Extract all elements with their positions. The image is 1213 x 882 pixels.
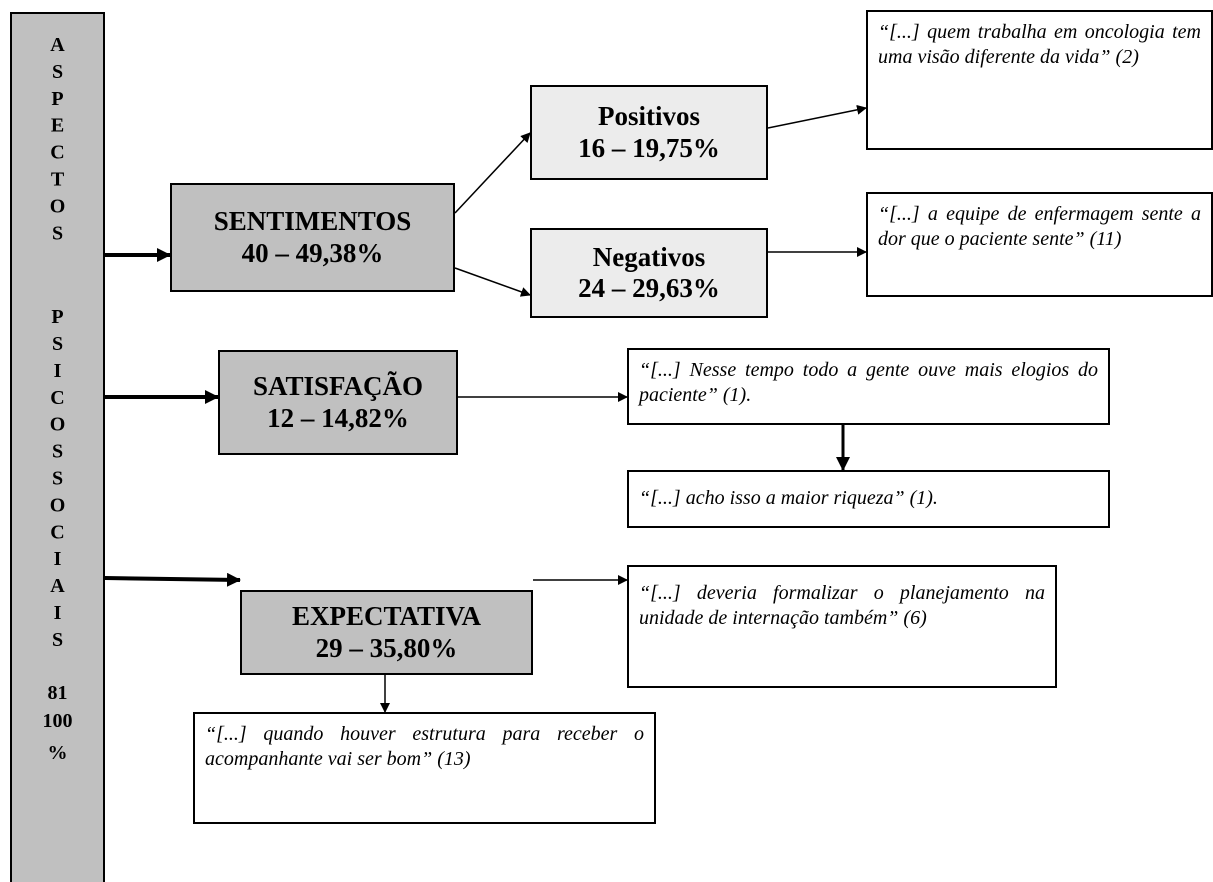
node-label: Positivos [597,101,700,132]
node-value: 12 – 14,82% [267,402,409,433]
quote: “[...] Nesse tempo todo a gente ouve mai… [627,348,1110,425]
node: SATISFAÇÃO 12 – 14,82% [218,350,458,455]
sidebar-title: ASPECTOS PSICOSSOCIAIS [46,34,69,656]
node: SENTIMENTOS 40 – 49,38% [170,183,455,292]
node-value: 29 – 35,80% [315,632,458,663]
quote: “[...] quem trabalha em oncologia tem um… [866,10,1213,150]
quote: “[...] acho isso a maior riqueza” (1). [627,470,1110,528]
node-value: 24 – 29,63% [578,273,720,303]
node: Positivos 16 – 19,75% [530,85,768,180]
node-label: SATISFAÇÃO [252,371,424,402]
quote: “[...] a equipe de enfermagem sente a do… [866,192,1213,297]
node-label: EXPECTATIVA [291,601,482,632]
quote: “[...] deveria formalizar o planejamento… [627,565,1057,688]
sidebar-percent: 100 % [42,709,73,764]
node-value: 16 – 19,75% [578,132,720,163]
node-value: 40 – 49,38% [241,237,384,268]
node: EXPECTATIVA 29 – 35,80% [240,590,533,675]
node: Negativos 24 – 29,63% [530,228,768,318]
node-label: Negativos [592,241,706,272]
sidebar: ASPECTOS PSICOSSOCIAIS 81 100 % [10,12,105,882]
sidebar-count: 81 [47,681,68,704]
quote: “[...] quando houver estrutura para rece… [193,712,656,824]
node-label: SENTIMENTOS [213,206,412,237]
arrows [104,104,867,713]
